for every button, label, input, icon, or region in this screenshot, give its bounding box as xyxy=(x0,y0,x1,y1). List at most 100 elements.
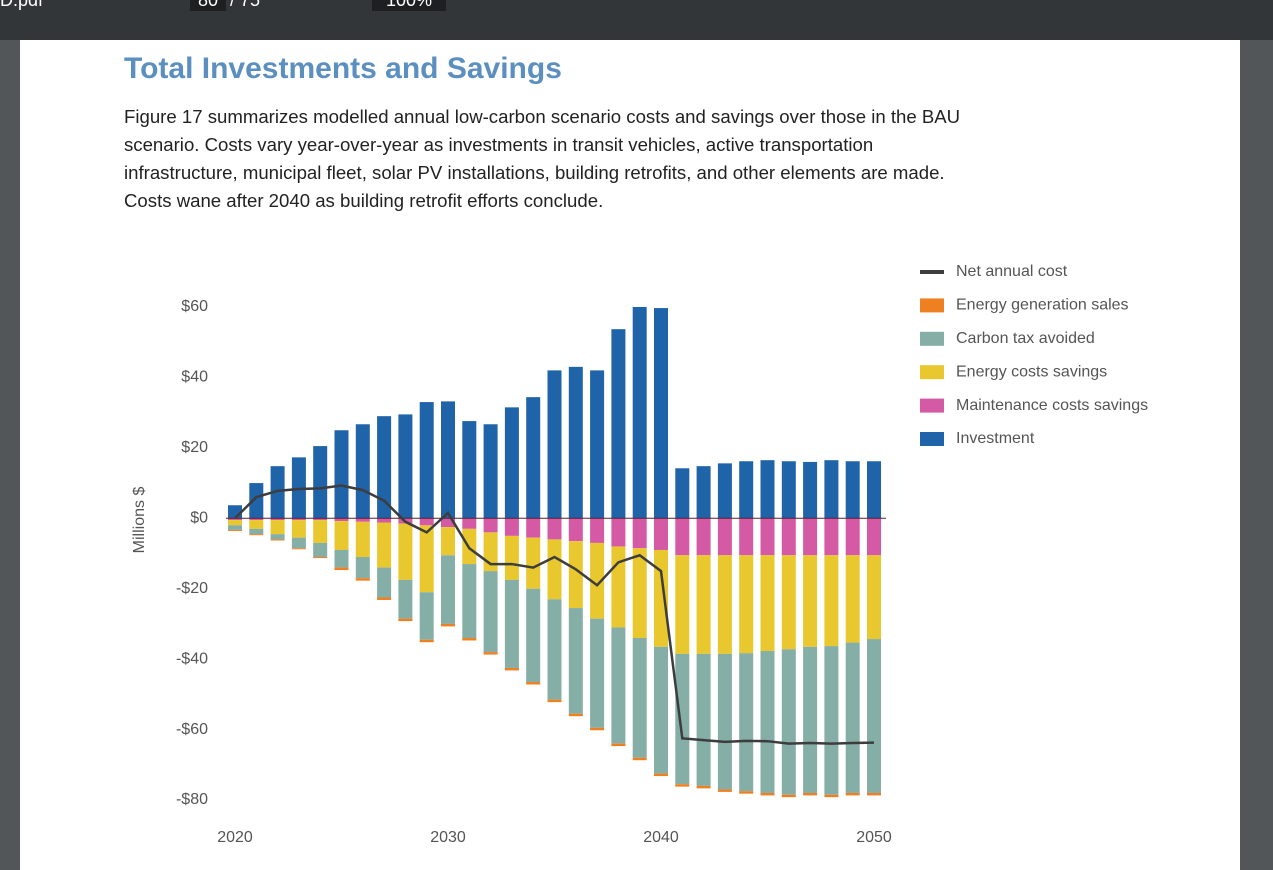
bar xyxy=(441,527,455,556)
bar xyxy=(547,518,562,540)
x-tick-label: 2040 xyxy=(643,829,679,846)
bar xyxy=(291,518,306,521)
bar xyxy=(291,520,306,538)
bar xyxy=(419,525,434,593)
bar xyxy=(291,548,306,550)
y-tick-label: -$40 xyxy=(176,650,208,667)
bar xyxy=(781,794,796,798)
bar xyxy=(270,518,285,521)
bar xyxy=(377,567,392,598)
bar xyxy=(845,642,860,793)
bar xyxy=(526,518,541,538)
bar xyxy=(824,794,839,798)
bar xyxy=(504,535,519,580)
y-axis-label: Millions $ xyxy=(131,487,148,554)
bar xyxy=(483,571,498,653)
bar xyxy=(355,557,370,579)
bar xyxy=(526,397,541,519)
legend-label: Energy costs savings xyxy=(956,363,1107,380)
bar xyxy=(675,518,690,556)
bar xyxy=(228,529,242,531)
bar xyxy=(867,792,881,796)
y-tick-label: $40 xyxy=(181,369,208,386)
y-tick-label: -$80 xyxy=(176,791,208,808)
bar xyxy=(760,460,775,519)
y-tick-label: -$20 xyxy=(176,580,208,597)
bar xyxy=(377,597,392,600)
bar xyxy=(334,549,349,568)
bar xyxy=(270,520,285,535)
zoom[interactable]: 100% xyxy=(372,0,447,11)
y-tick-label: $60 xyxy=(181,298,208,315)
paragraph: Figure 17 summarizes modelled annual low… xyxy=(124,106,961,211)
bar xyxy=(675,653,690,785)
bar xyxy=(675,555,690,654)
bar xyxy=(803,646,818,793)
bar xyxy=(803,518,818,556)
bar xyxy=(611,743,626,747)
bar xyxy=(611,546,626,628)
bar xyxy=(654,646,668,774)
bar xyxy=(739,653,754,792)
line xyxy=(234,484,875,745)
toolbar: D.pdf 80 / 75 100% xyxy=(0,0,1273,40)
bar xyxy=(441,555,455,624)
bar xyxy=(717,789,732,792)
bar xyxy=(675,468,690,519)
bar xyxy=(547,699,562,703)
legend-label: Net annual cost xyxy=(956,263,1068,280)
bar xyxy=(568,541,583,609)
bar xyxy=(355,578,370,581)
legend-swatch xyxy=(920,432,944,446)
bar xyxy=(717,555,732,654)
bar xyxy=(696,518,711,556)
bar xyxy=(717,518,732,556)
bar xyxy=(717,653,732,790)
page-input[interactable]: 80 xyxy=(190,0,227,11)
bar xyxy=(824,518,839,556)
x-tick-label: 2050 xyxy=(856,829,892,846)
bar xyxy=(845,518,860,556)
bar xyxy=(547,539,562,600)
bar xyxy=(696,555,711,654)
bar xyxy=(526,682,541,685)
bar xyxy=(867,461,881,519)
bar xyxy=(696,653,711,786)
bar xyxy=(590,370,605,519)
bar xyxy=(270,539,285,541)
bar xyxy=(313,520,328,543)
bar xyxy=(568,518,583,542)
bar xyxy=(504,667,519,671)
bar xyxy=(611,518,626,547)
bar xyxy=(228,518,242,521)
bar xyxy=(611,627,626,744)
bar xyxy=(313,518,328,521)
bar xyxy=(462,518,477,529)
bar xyxy=(696,785,711,789)
bar xyxy=(398,579,413,619)
bar xyxy=(228,520,242,526)
bar xyxy=(419,592,434,640)
bar xyxy=(760,555,775,652)
legend-swatch xyxy=(920,398,944,413)
bar xyxy=(717,463,732,519)
bar xyxy=(675,784,690,787)
bar xyxy=(419,639,434,643)
bar xyxy=(590,542,605,619)
bar xyxy=(526,537,541,589)
bar xyxy=(249,483,264,519)
bar xyxy=(781,649,796,795)
bar xyxy=(462,638,477,641)
bar xyxy=(462,564,477,639)
bar xyxy=(845,555,860,643)
bar xyxy=(739,518,754,556)
bar xyxy=(845,792,860,796)
heading: Total Investments and Savings xyxy=(124,52,562,85)
bar xyxy=(696,466,711,519)
x-tick-label: 2030 xyxy=(430,829,466,846)
bar xyxy=(547,599,562,700)
bar xyxy=(419,518,434,526)
legend-swatch xyxy=(920,298,944,313)
bar xyxy=(803,792,818,796)
